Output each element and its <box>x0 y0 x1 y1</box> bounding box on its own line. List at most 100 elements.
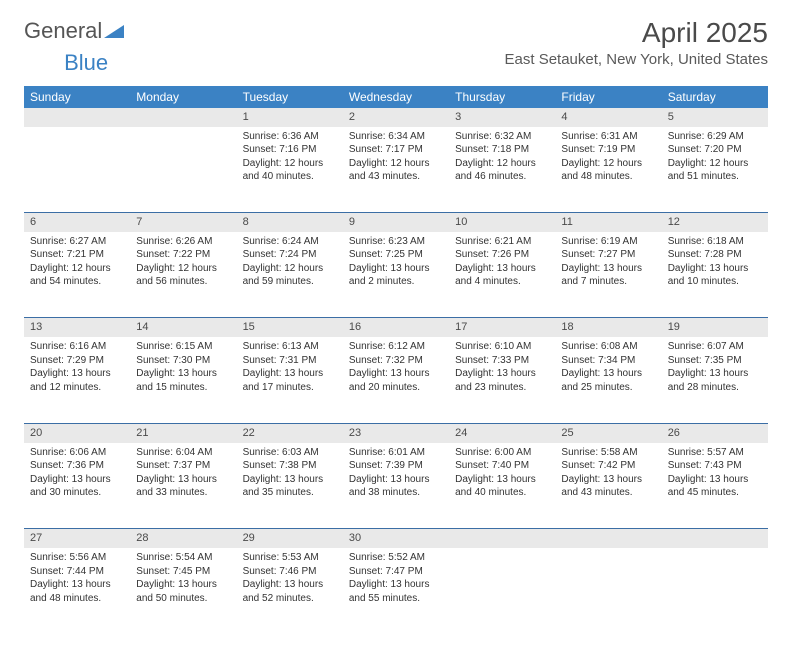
sunset-line: Sunset: 7:17 PM <box>349 143 443 157</box>
sunrise-line: Sunrise: 5:56 AM <box>30 551 124 565</box>
day-number-cell: 8 <box>237 213 343 232</box>
daylight-line: Daylight: 12 hours and 54 minutes. <box>30 262 124 289</box>
daynum-row: 13141516171819 <box>24 318 768 337</box>
sunrise-line: Sunrise: 6:29 AM <box>668 130 762 144</box>
daynum-row: 27282930 <box>24 529 768 548</box>
sunset-line: Sunset: 7:37 PM <box>136 459 230 473</box>
calendar-head: SundayMondayTuesdayWednesdayThursdayFrid… <box>24 86 768 108</box>
day-cell: Sunrise: 5:52 AMSunset: 7:47 PMDaylight:… <box>343 548 449 634</box>
sunset-line: Sunset: 7:47 PM <box>349 565 443 579</box>
daynum-row: 12345 <box>24 108 768 127</box>
day-row: Sunrise: 5:56 AMSunset: 7:44 PMDaylight:… <box>24 548 768 634</box>
sunrise-line: Sunrise: 5:57 AM <box>668 446 762 460</box>
sunset-line: Sunset: 7:24 PM <box>243 248 337 262</box>
weekday-header: Wednesday <box>343 86 449 108</box>
day-cell: Sunrise: 5:53 AMSunset: 7:46 PMDaylight:… <box>237 548 343 634</box>
day-cell: Sunrise: 6:27 AMSunset: 7:21 PMDaylight:… <box>24 232 130 318</box>
day-cell: Sunrise: 6:26 AMSunset: 7:22 PMDaylight:… <box>130 232 236 318</box>
day-number-cell: 17 <box>449 318 555 337</box>
day-details: Sunrise: 6:18 AMSunset: 7:28 PMDaylight:… <box>662 232 768 293</box>
daylight-line: Daylight: 13 hours and 20 minutes. <box>349 367 443 394</box>
daylight-line: Daylight: 13 hours and 7 minutes. <box>561 262 655 289</box>
weekday-header: Sunday <box>24 86 130 108</box>
sunset-line: Sunset: 7:36 PM <box>30 459 124 473</box>
day-cell <box>555 548 661 634</box>
daylight-line: Daylight: 13 hours and 48 minutes. <box>30 578 124 605</box>
daylight-line: Daylight: 12 hours and 43 minutes. <box>349 157 443 184</box>
day-cell: Sunrise: 6:36 AMSunset: 7:16 PMDaylight:… <box>237 127 343 213</box>
day-details: Sunrise: 6:15 AMSunset: 7:30 PMDaylight:… <box>130 337 236 398</box>
day-cell: Sunrise: 6:21 AMSunset: 7:26 PMDaylight:… <box>449 232 555 318</box>
sunset-line: Sunset: 7:31 PM <box>243 354 337 368</box>
sunset-line: Sunset: 7:18 PM <box>455 143 549 157</box>
daylight-line: Daylight: 13 hours and 52 minutes. <box>243 578 337 605</box>
sunset-line: Sunset: 7:30 PM <box>136 354 230 368</box>
sunset-line: Sunset: 7:27 PM <box>561 248 655 262</box>
day-cell: Sunrise: 5:54 AMSunset: 7:45 PMDaylight:… <box>130 548 236 634</box>
daynum-row: 20212223242526 <box>24 423 768 442</box>
daylight-line: Daylight: 12 hours and 48 minutes. <box>561 157 655 184</box>
day-number-cell: 2 <box>343 108 449 127</box>
day-cell: Sunrise: 6:06 AMSunset: 7:36 PMDaylight:… <box>24 443 130 529</box>
day-details: Sunrise: 6:12 AMSunset: 7:32 PMDaylight:… <box>343 337 449 398</box>
month-title: April 2025 <box>505 18 768 49</box>
day-cell: Sunrise: 6:00 AMSunset: 7:40 PMDaylight:… <box>449 443 555 529</box>
sunset-line: Sunset: 7:42 PM <box>561 459 655 473</box>
day-cell: Sunrise: 6:04 AMSunset: 7:37 PMDaylight:… <box>130 443 236 529</box>
day-details: Sunrise: 6:01 AMSunset: 7:39 PMDaylight:… <box>343 443 449 504</box>
day-cell: Sunrise: 6:07 AMSunset: 7:35 PMDaylight:… <box>662 337 768 423</box>
daylight-line: Daylight: 12 hours and 40 minutes. <box>243 157 337 184</box>
day-number-cell: 3 <box>449 108 555 127</box>
day-cell: Sunrise: 6:10 AMSunset: 7:33 PMDaylight:… <box>449 337 555 423</box>
daylight-line: Daylight: 13 hours and 12 minutes. <box>30 367 124 394</box>
daylight-line: Daylight: 13 hours and 43 minutes. <box>561 473 655 500</box>
day-details: Sunrise: 6:04 AMSunset: 7:37 PMDaylight:… <box>130 443 236 504</box>
day-details: Sunrise: 6:10 AMSunset: 7:33 PMDaylight:… <box>449 337 555 398</box>
sunrise-line: Sunrise: 6:21 AM <box>455 235 549 249</box>
day-cell: Sunrise: 6:31 AMSunset: 7:19 PMDaylight:… <box>555 127 661 213</box>
day-details: Sunrise: 5:52 AMSunset: 7:47 PMDaylight:… <box>343 548 449 609</box>
sunset-line: Sunset: 7:35 PM <box>668 354 762 368</box>
sunrise-line: Sunrise: 5:52 AM <box>349 551 443 565</box>
daylight-line: Daylight: 13 hours and 28 minutes. <box>668 367 762 394</box>
day-number-cell: 16 <box>343 318 449 337</box>
sunset-line: Sunset: 7:43 PM <box>668 459 762 473</box>
day-cell: Sunrise: 6:12 AMSunset: 7:32 PMDaylight:… <box>343 337 449 423</box>
day-row: Sunrise: 6:16 AMSunset: 7:29 PMDaylight:… <box>24 337 768 423</box>
day-cell: Sunrise: 6:23 AMSunset: 7:25 PMDaylight:… <box>343 232 449 318</box>
day-details: Sunrise: 5:53 AMSunset: 7:46 PMDaylight:… <box>237 548 343 609</box>
daylight-line: Daylight: 13 hours and 50 minutes. <box>136 578 230 605</box>
day-cell: Sunrise: 6:01 AMSunset: 7:39 PMDaylight:… <box>343 443 449 529</box>
day-details: Sunrise: 6:23 AMSunset: 7:25 PMDaylight:… <box>343 232 449 293</box>
day-cell: Sunrise: 6:16 AMSunset: 7:29 PMDaylight:… <box>24 337 130 423</box>
daylight-line: Daylight: 13 hours and 40 minutes. <box>455 473 549 500</box>
day-details: Sunrise: 6:16 AMSunset: 7:29 PMDaylight:… <box>24 337 130 398</box>
day-number-cell: 13 <box>24 318 130 337</box>
day-number-cell: 18 <box>555 318 661 337</box>
day-number-cell: 27 <box>24 529 130 548</box>
sunset-line: Sunset: 7:26 PM <box>455 248 549 262</box>
weekday-header: Monday <box>130 86 236 108</box>
sunrise-line: Sunrise: 6:26 AM <box>136 235 230 249</box>
daylight-line: Daylight: 13 hours and 33 minutes. <box>136 473 230 500</box>
sunrise-line: Sunrise: 6:08 AM <box>561 340 655 354</box>
day-details: Sunrise: 6:31 AMSunset: 7:19 PMDaylight:… <box>555 127 661 188</box>
day-number-cell <box>662 529 768 548</box>
calendar-table: SundayMondayTuesdayWednesdayThursdayFrid… <box>24 86 768 634</box>
day-details: Sunrise: 6:07 AMSunset: 7:35 PMDaylight:… <box>662 337 768 398</box>
sunrise-line: Sunrise: 5:53 AM <box>243 551 337 565</box>
sunrise-line: Sunrise: 6:32 AM <box>455 130 549 144</box>
daylight-line: Daylight: 13 hours and 38 minutes. <box>349 473 443 500</box>
day-details: Sunrise: 5:58 AMSunset: 7:42 PMDaylight:… <box>555 443 661 504</box>
day-details: Sunrise: 6:06 AMSunset: 7:36 PMDaylight:… <box>24 443 130 504</box>
daylight-line: Daylight: 12 hours and 56 minutes. <box>136 262 230 289</box>
sunset-line: Sunset: 7:28 PM <box>668 248 762 262</box>
day-number-cell: 26 <box>662 423 768 442</box>
daylight-line: Daylight: 12 hours and 59 minutes. <box>243 262 337 289</box>
calendar-body: 12345Sunrise: 6:36 AMSunset: 7:16 PMDayl… <box>24 108 768 634</box>
day-row: Sunrise: 6:06 AMSunset: 7:36 PMDaylight:… <box>24 443 768 529</box>
daylight-line: Daylight: 13 hours and 15 minutes. <box>136 367 230 394</box>
sunrise-line: Sunrise: 6:27 AM <box>30 235 124 249</box>
daylight-line: Daylight: 13 hours and 45 minutes. <box>668 473 762 500</box>
daylight-line: Daylight: 13 hours and 17 minutes. <box>243 367 337 394</box>
